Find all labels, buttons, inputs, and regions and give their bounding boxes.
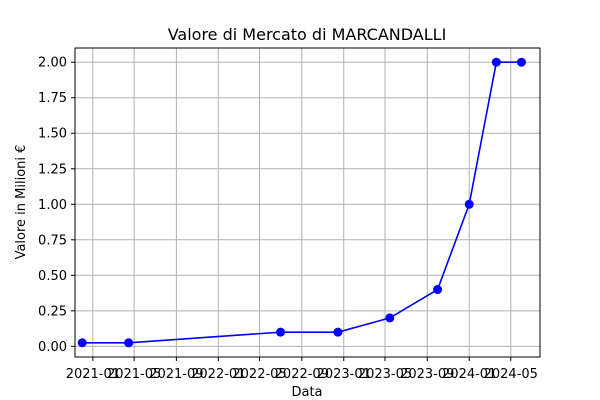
x-tick-label: 2021-05 <box>107 367 161 382</box>
x-tick-label: 2021-01 <box>66 367 120 382</box>
y-tick-label: 0.25 <box>38 304 67 319</box>
data-point <box>124 338 134 348</box>
y-tick-label: 1.75 <box>38 91 67 106</box>
x-tick-label: 2022-05 <box>232 367 286 382</box>
data-point <box>385 313 395 323</box>
x-tick-label: 2023-01 <box>317 367 371 382</box>
data-point <box>516 57 526 67</box>
y-axis-ticks: 0.00 0.25 0.50 0.75 1.00 1.25 1.50 1.75 2.00 <box>38 56 75 355</box>
data-point <box>333 327 343 337</box>
series-layer <box>77 57 526 348</box>
y-tick-label: 1.25 <box>38 162 67 177</box>
data-point <box>276 327 286 337</box>
data-point <box>433 285 443 295</box>
y-tick-label: 1.50 <box>38 127 67 142</box>
chart-title: Valore di Mercato di MARCANDALLI <box>168 25 447 44</box>
plot-frame <box>74 47 541 358</box>
x-tick-label: 2023-09 <box>400 367 454 382</box>
x-tick-label: 2024-05 <box>484 367 538 382</box>
x-tick-label: 2023-05 <box>358 367 412 382</box>
y-tick-label: 1.00 <box>38 198 67 213</box>
grid <box>75 48 540 357</box>
x-tick-label: 2022-09 <box>275 367 329 382</box>
y-axis-label: Valore in Milioni € <box>14 145 29 260</box>
data-point <box>77 338 87 348</box>
x-axis-label: Data <box>291 385 322 400</box>
x-axis-ticks: 2021-012021-052021-092022-012022-052022-… <box>66 357 538 382</box>
y-tick-label: 0.00 <box>38 340 67 355</box>
data-point <box>491 57 501 67</box>
y-tick-label: 2.00 <box>38 56 67 71</box>
y-tick-label: 0.75 <box>38 233 67 248</box>
x-tick-label: 2024-01 <box>442 367 496 382</box>
y-tick-label: 0.50 <box>38 269 67 284</box>
x-tick-label: 2021-09 <box>149 367 203 382</box>
x-tick-label: 2022-01 <box>191 367 245 382</box>
data-point <box>464 199 474 209</box>
